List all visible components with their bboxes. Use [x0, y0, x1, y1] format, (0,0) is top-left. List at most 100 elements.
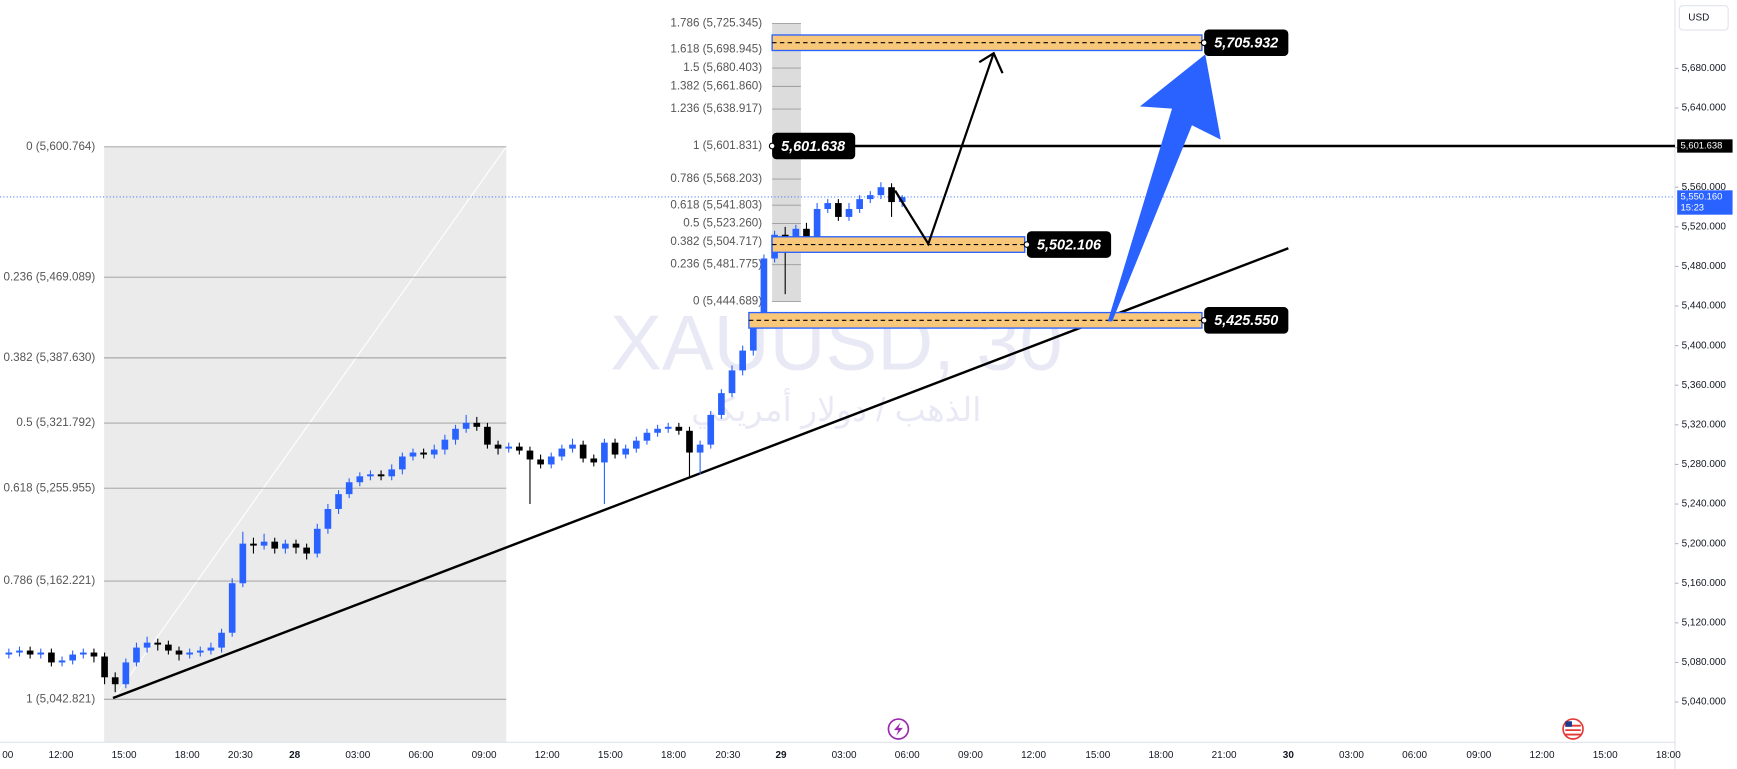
y-tick-label: 5,200.000: [1682, 538, 1727, 549]
y-tick-label: 5,520.000: [1682, 221, 1727, 232]
fib-right-label: 0 (5,444.689): [693, 294, 762, 307]
candle-body: [250, 543, 257, 546]
fib-left-label: 0.236 (5,469.089): [3, 270, 95, 283]
candle-body: [90, 652, 98, 657]
candle-body: [441, 439, 449, 450]
event-icon-bolt: [893, 722, 903, 736]
candle-body: [313, 528, 321, 554]
x-tick-label: 09:00: [958, 750, 983, 761]
path-arrow: [894, 52, 995, 247]
fib-left-label: 0.382 (5,387.630): [3, 351, 95, 364]
candle-body: [824, 203, 832, 210]
fib-left-label: 0.618 (5,255.955): [3, 481, 95, 494]
path-arrow-head: [978, 51, 1004, 74]
candle-body: [16, 650, 23, 653]
candle-body: [803, 228, 810, 237]
currency-button[interactable]: [1678, 5, 1729, 31]
horizontal-line-axis-tag: [1677, 139, 1733, 153]
candle-body: [186, 652, 193, 655]
x-tick-label: 12:00: [1021, 750, 1046, 761]
x-tick-label: 20:30: [228, 750, 253, 761]
x-tick-label: 06:00: [895, 750, 920, 761]
x-tick-label: 18:00: [175, 750, 200, 761]
x-tick-label: 15:00: [598, 750, 623, 761]
y-tick-label: 5,400.000: [1682, 340, 1727, 351]
y-tick-label: 5,120.000: [1682, 617, 1727, 628]
candle-body: [260, 541, 268, 546]
candle-body: [601, 442, 608, 463]
x-tick-label: 29: [775, 750, 787, 761]
candle-body: [877, 187, 885, 196]
candle-body: [282, 543, 289, 549]
fib-right-zone: [772, 23, 801, 302]
candle-body: [48, 652, 55, 663]
candle-body: [473, 422, 481, 427]
candle-body: [388, 469, 396, 477]
x-tick-label: 12:00: [48, 750, 73, 761]
candle-body: [303, 547, 310, 554]
candle-body: [367, 474, 374, 477]
candle-body: [133, 647, 140, 663]
candle-body: [111, 677, 119, 685]
events-icon[interactable]: [887, 718, 910, 740]
candle-body: [462, 422, 470, 429]
candle-body: [866, 195, 874, 200]
candle-body: [345, 482, 353, 495]
flag-canton: [1565, 721, 1572, 727]
candle-body: [718, 393, 725, 415]
fib-right-label: 1.618 (5,698.945): [670, 43, 762, 56]
fib-left-label: 0 (5,600.764): [26, 140, 95, 153]
y-tick-label: 5,160.000: [1682, 578, 1727, 589]
y-tick-label: 5,280.000: [1682, 459, 1727, 470]
us-flag-icon[interactable]: [1562, 718, 1584, 740]
candle-body: [228, 583, 236, 633]
candle-body: [622, 448, 629, 455]
candle-body: [69, 654, 76, 661]
fib-left-label: 0.786 (5,162.221): [3, 574, 95, 587]
fib-right-label: 1.786 (5,725.345): [670, 17, 762, 30]
candle-body: [579, 444, 587, 459]
candle-body: [196, 650, 204, 653]
candle-body: [654, 428, 661, 433]
x-tick-label: 30: [1283, 750, 1295, 761]
y-tick-label: 5,240.000: [1682, 499, 1727, 510]
candle-body: [845, 209, 853, 217]
candle-body: [207, 647, 215, 651]
fib-right-label: 1 (5,601.831): [693, 139, 762, 152]
x-tick-label: 15:00: [112, 750, 137, 761]
horizontal-line-label: 5,601.638: [781, 139, 845, 155]
horizontal-line-tag: [772, 132, 856, 160]
background-layer: [104, 23, 801, 743]
candle-body: [526, 450, 534, 460]
candle-body: [101, 656, 108, 678]
candle-body: [494, 444, 502, 449]
candle-body: [165, 644, 172, 651]
x-tick-label: 00: [2, 750, 14, 761]
candle-body: [707, 414, 715, 445]
fib-right-label: 0.5 (5,523.260): [683, 217, 762, 230]
fib-left-label: 1 (5,042.821): [26, 692, 95, 705]
x-tick-label: 15:00: [1593, 750, 1618, 761]
countdown: 15:23: [1681, 202, 1705, 213]
candle-body: [218, 632, 225, 648]
anchor: [1200, 39, 1208, 47]
x-tick-label: 06:00: [408, 750, 433, 761]
candle-body: [377, 474, 385, 477]
candle-body: [664, 426, 672, 429]
fib-left-label: 0.5 (5,321.792): [16, 416, 95, 429]
y-tick-label: 5,080.000: [1682, 657, 1727, 668]
x-tick-label: 09:00: [1466, 750, 1491, 761]
x-tick-label: 18:00: [661, 750, 686, 761]
y-tick-label: 5,440.000: [1682, 301, 1727, 312]
candle-body: [58, 660, 66, 663]
x-tick-label: 12:00: [535, 750, 560, 761]
x-tick-label: 18:00: [1656, 750, 1681, 761]
candle-body: [122, 662, 130, 685]
current-price-label: 5,550.160: [1681, 190, 1723, 201]
fib-right-label: 0.382 (5,504.717): [670, 235, 762, 248]
current-price-tag: [1677, 190, 1733, 215]
level-tag: [1204, 29, 1289, 57]
candle-body: [835, 203, 842, 217]
candle-body: [558, 448, 566, 457]
